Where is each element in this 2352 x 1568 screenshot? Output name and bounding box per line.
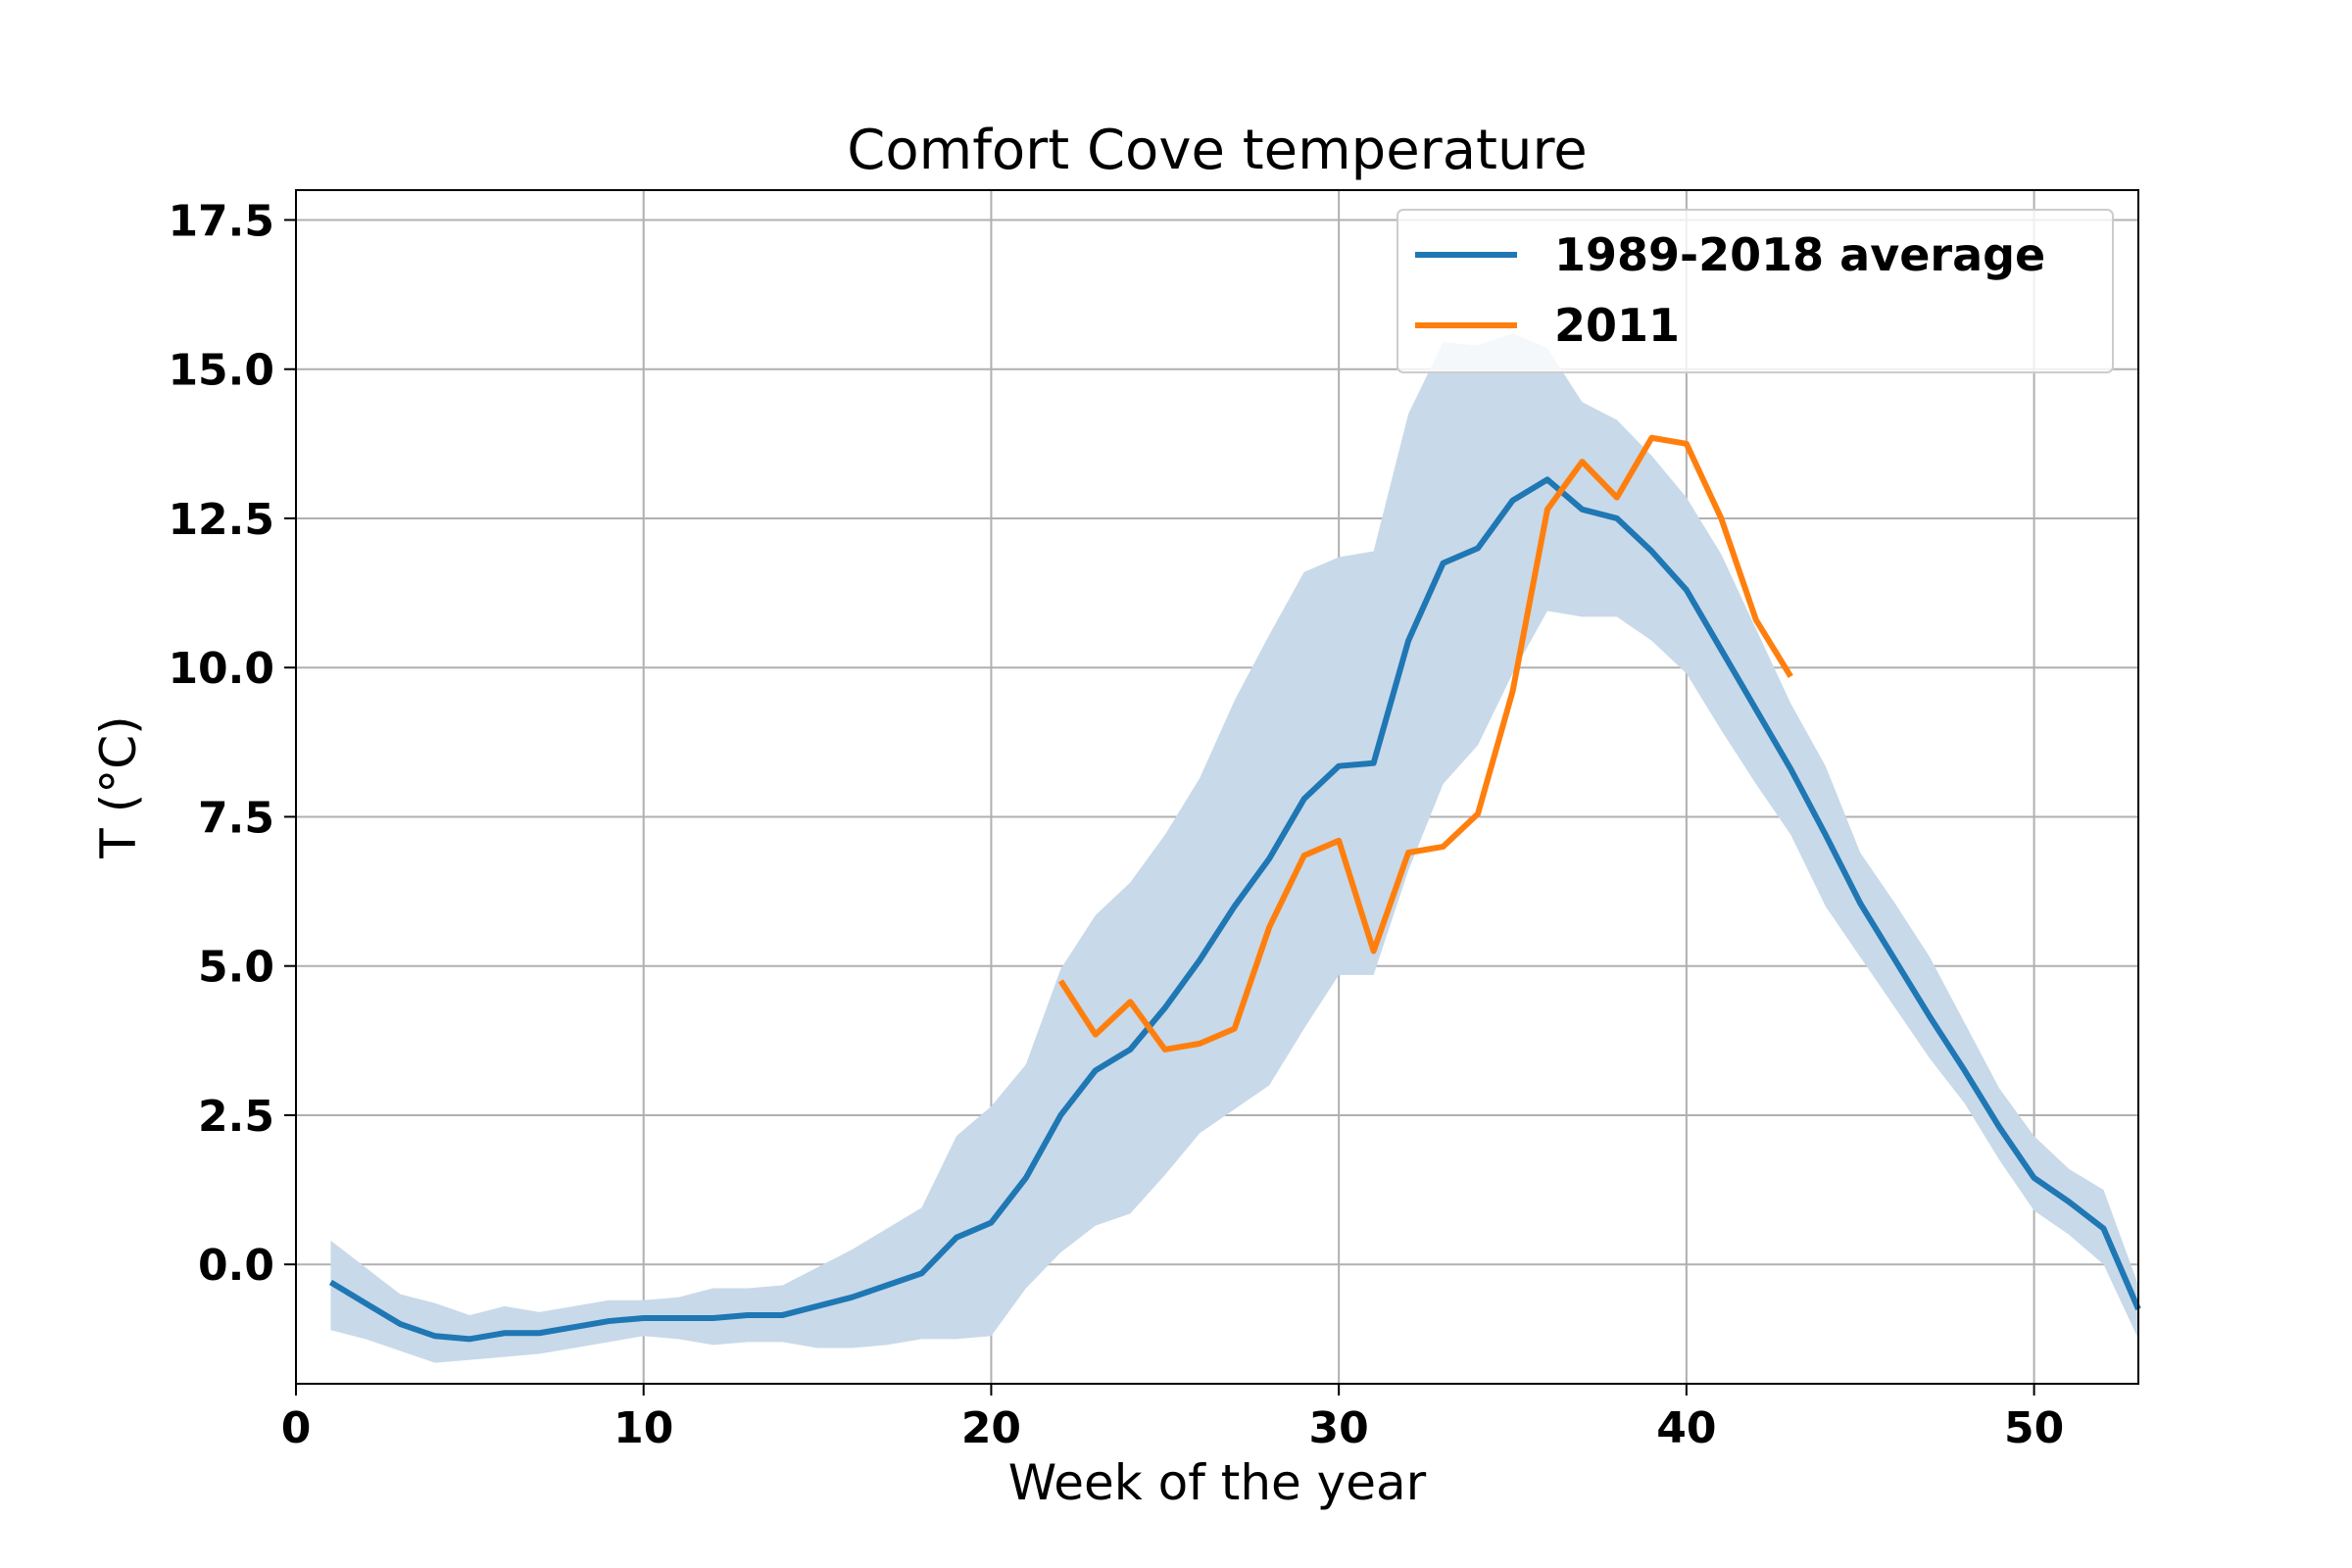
x-tick-label: 30 xyxy=(1309,1403,1369,1453)
series-lines xyxy=(328,434,2141,1343)
x-tick-label: 50 xyxy=(2004,1403,2064,1453)
legend-label-average: 1989-2018 average xyxy=(1554,228,2045,281)
x-tick-label: 0 xyxy=(281,1403,312,1453)
y-tick-label: 0.0 xyxy=(198,1241,274,1291)
y-axis-label: T (°C) xyxy=(90,715,147,858)
x-tick-label: 20 xyxy=(961,1403,1021,1453)
y-tick-label: 7.5 xyxy=(198,793,274,843)
plot-frame xyxy=(295,189,2139,1385)
x-tick-label: 10 xyxy=(613,1403,673,1453)
series-line-average xyxy=(328,476,2141,1343)
series-line-2011 xyxy=(1057,434,1793,1053)
legend: 1989-2018 average 2011 xyxy=(1396,209,2114,373)
y-tick-label: 5.0 xyxy=(198,943,274,993)
axis-ticks: 0 10 20 30 40 50 0.0 2.5 5.0 7.5 10.0 12.5 15.0 17.5 xyxy=(168,196,2064,1453)
y-tick-label: 10.0 xyxy=(168,644,274,694)
y-tick-label: 15.0 xyxy=(168,346,274,396)
chart-title: Comfort Cove temperature xyxy=(847,119,1587,182)
legend-label-2011: 2011 xyxy=(1554,299,1680,352)
x-tick-label: 40 xyxy=(1656,1403,1716,1453)
legend-box xyxy=(1396,209,2114,373)
x-axis-label: Week of the year xyxy=(1008,1454,1427,1511)
y-tick-label: 17.5 xyxy=(168,196,274,246)
y-tick-label: 12.5 xyxy=(168,495,274,545)
y-tick-label: 2.5 xyxy=(198,1092,274,1142)
